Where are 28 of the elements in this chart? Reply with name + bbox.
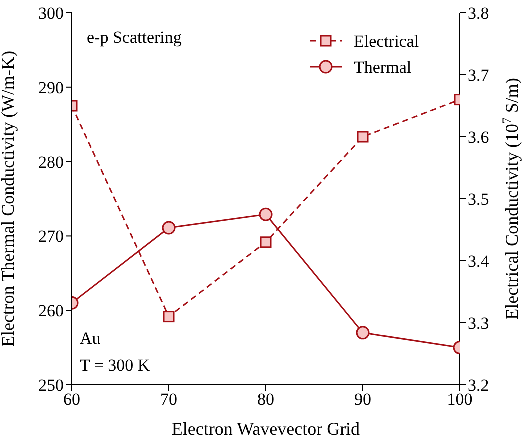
annotation: T = 300 K bbox=[80, 356, 151, 375]
y-tick-label: 250 bbox=[38, 376, 64, 396]
y2-tick-label: 3.4 bbox=[468, 252, 490, 272]
x-tick-label: 70 bbox=[160, 390, 178, 410]
y-tick-label: 300 bbox=[38, 4, 64, 24]
y2-tick-label: 3.3 bbox=[468, 314, 490, 334]
point bbox=[259, 208, 273, 222]
x-tick-label: 90 bbox=[354, 390, 372, 410]
y-tick-label: 270 bbox=[38, 227, 64, 246]
y2-tick-label: 3.8 bbox=[468, 4, 490, 24]
y-tick-label: 280 bbox=[38, 152, 64, 172]
annotation: e-p Scattering bbox=[87, 28, 182, 47]
point bbox=[357, 131, 369, 143]
y2-tick-label: 3.6 bbox=[468, 128, 490, 148]
x-tick-label: 80 bbox=[258, 390, 274, 410]
legend-label: Electrical bbox=[354, 32, 420, 51]
x-tick-label: 60 bbox=[64, 390, 80, 410]
annotation: Au bbox=[80, 329, 102, 348]
x-tick-label: 100 bbox=[447, 390, 473, 410]
y-axis-title: Electron Thermal Conductivity (W/m-K) bbox=[0, 50, 18, 348]
y2-tick-label: 3.7 bbox=[468, 66, 490, 86]
y-tick-label: 290 bbox=[38, 78, 64, 98]
x-axis-title: Electron Wavevector Grid bbox=[172, 419, 360, 439]
y-tick-label: 260 bbox=[38, 302, 64, 321]
legend-label: Thermal bbox=[354, 58, 412, 77]
point bbox=[260, 236, 272, 248]
y2-tick-label: 3.5 bbox=[468, 190, 490, 210]
point bbox=[163, 311, 175, 323]
